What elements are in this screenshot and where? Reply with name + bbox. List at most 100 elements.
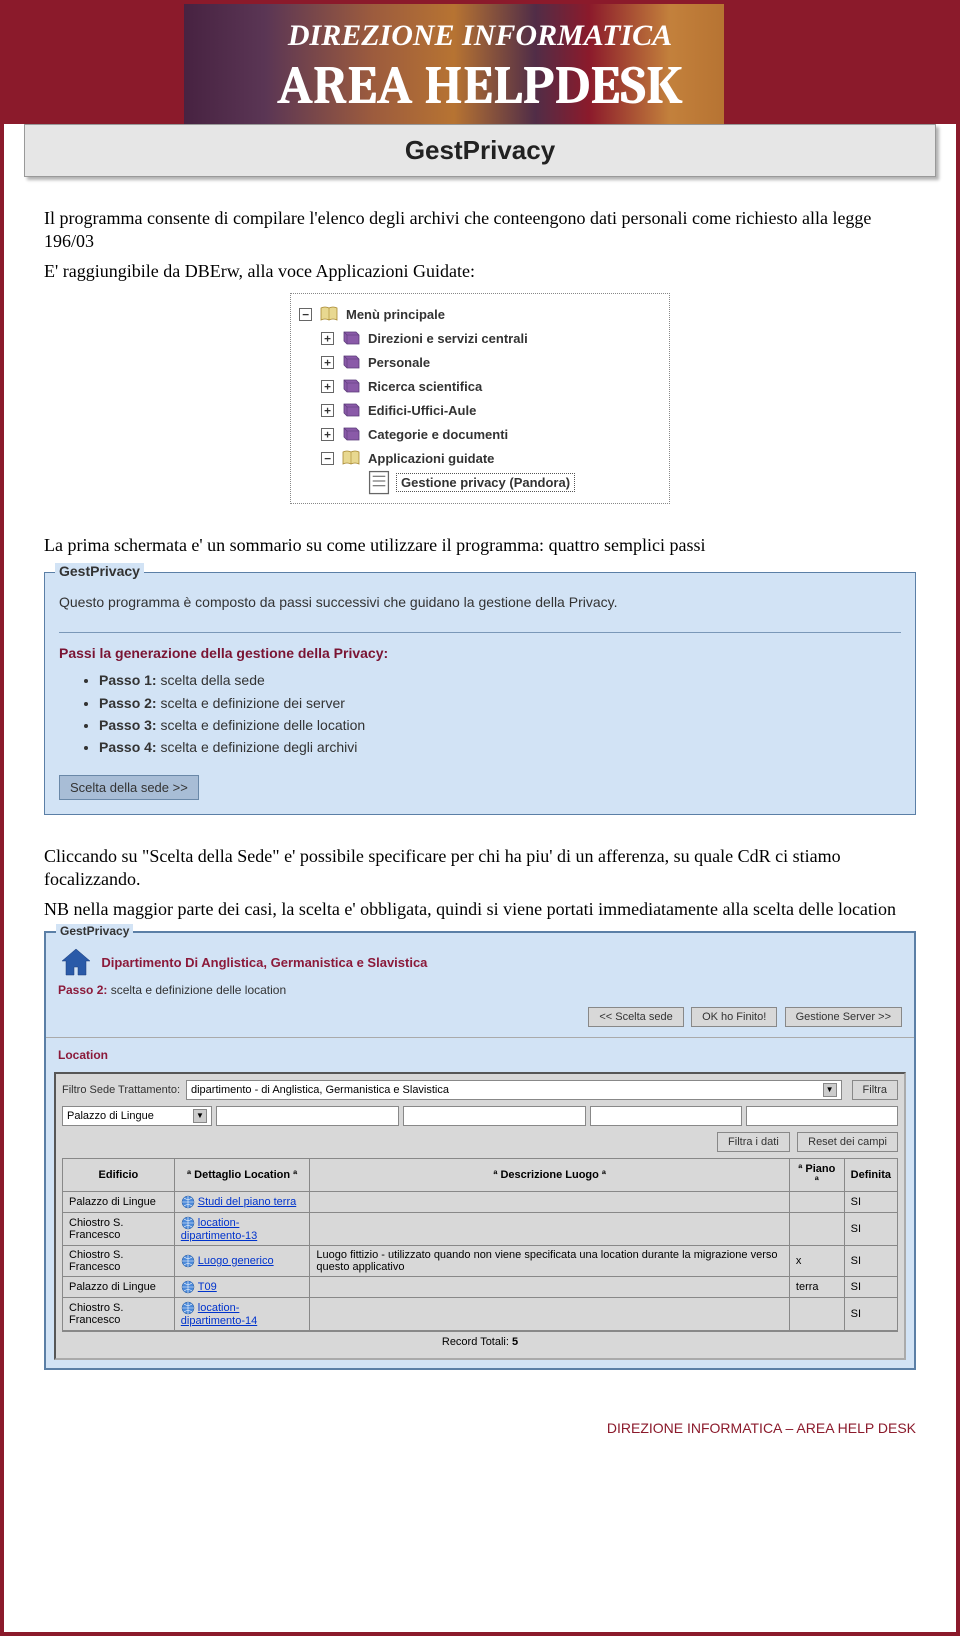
record-totali: Record Totali: 5	[62, 1331, 898, 1352]
step-text: scelta della sede	[157, 672, 265, 688]
tree-item-label: Categorie e documenti	[368, 427, 508, 442]
cell-definita: SI	[844, 1245, 897, 1276]
cell-edificio: Palazzo di Lingue	[63, 1276, 175, 1297]
step-item: Passo 1: scelta della sede	[99, 669, 901, 691]
filter-input-2[interactable]	[403, 1106, 586, 1126]
table-header[interactable]: ª Piano ª	[789, 1158, 844, 1191]
tree-item[interactable]: + Categorie e documenti	[321, 422, 661, 446]
tree-item-label: Personale	[368, 355, 430, 370]
expand-icon[interactable]: +	[321, 404, 334, 417]
intro-p1: Il programma consente di compilare l'ele…	[44, 207, 916, 254]
filter-input-4[interactable]	[746, 1106, 898, 1126]
table-header[interactable]: ª Descrizione Luogo ª	[310, 1158, 790, 1191]
banner-line1: DIREZIONE INFORMATICA	[4, 19, 956, 53]
filter-edificio-value: Palazzo di Lingue	[67, 1110, 154, 1122]
step-item: Passo 2: scelta e definizione dei server	[99, 692, 901, 714]
chevron-down-icon: ▼	[193, 1109, 207, 1123]
home-icon	[58, 945, 94, 981]
para2-p1: Cliccando su "Scelta della Sede" e' poss…	[44, 845, 916, 892]
filter-input-1[interactable]	[216, 1106, 399, 1126]
tree-item[interactable]: + Edifici-Uffici-Aule	[321, 398, 661, 422]
table-row: Chiostro S. FrancescoLuogo genericoLuogo…	[63, 1245, 898, 1276]
record-label: Record Totali:	[442, 1336, 509, 1348]
step-item: Passo 4: scelta e definizione degli arch…	[99, 736, 901, 758]
tree-item-label: Menù principale	[346, 307, 445, 322]
table-header[interactable]: ª Dettaglio Location ª	[174, 1158, 310, 1191]
page-container: DIREZIONE INFORMATICA AREA HELPDESK Gest…	[0, 0, 960, 1636]
globe-icon	[181, 1280, 195, 1294]
content-area: Il programma consente di compilare l'ele…	[4, 177, 956, 1400]
table-header[interactable]: Edificio	[63, 1158, 175, 1191]
collapse-icon[interactable]: −	[321, 452, 334, 465]
location-section-label: Location	[46, 1037, 914, 1068]
expand-icon[interactable]: +	[321, 428, 334, 441]
cell-piano: terra	[789, 1276, 844, 1297]
banner: DIREZIONE INFORMATICA AREA HELPDESK	[4, 4, 956, 124]
filtra-dati-button[interactable]: Filtra i dati	[717, 1132, 790, 1152]
step-bold: Passo 1:	[99, 672, 157, 688]
cell-descrizione	[310, 1191, 790, 1212]
gp-divider	[59, 632, 901, 633]
step-text: scelta e definizione dei server	[157, 695, 345, 711]
tree-item[interactable]: +Direzioni e servizi centrali	[321, 326, 661, 350]
intro-p2: E' raggiungibile da DBErw, alla voce App…	[44, 260, 916, 283]
tree-item[interactable]: Gestione privacy (Pandora)	[349, 470, 661, 495]
table-row: Chiostro S. Francescolocation-dipartimen…	[63, 1297, 898, 1330]
cell-dettaglio: location-dipartimento-13	[174, 1212, 310, 1245]
gestprivacy-intro-panel: GestPrivacy Questo programma è composto …	[44, 572, 916, 815]
tree-item[interactable]: − Menù principale	[299, 302, 661, 326]
filter-sede-select[interactable]: dipartimento - di Anglistica, Germanisti…	[186, 1080, 842, 1100]
passo-bold: Passo 2:	[58, 983, 107, 997]
tree-item-label: Applicazioni guidate	[368, 451, 494, 466]
cell-descrizione	[310, 1297, 790, 1330]
passo-line: Passo 2: scelta e definizione delle loca…	[58, 983, 902, 997]
filter-input-3[interactable]	[590, 1106, 742, 1126]
globe-icon	[181, 1254, 195, 1268]
title-bar: GestPrivacy	[24, 124, 936, 177]
gp2-top-buttons: << Scelta sede OK ho Finito! Gestione Se…	[46, 1003, 914, 1037]
para2-p2: NB nella maggior parte dei casi, la scel…	[44, 898, 916, 921]
doc-icon	[368, 474, 390, 492]
step-bold: Passo 4:	[99, 739, 157, 755]
back-button[interactable]: << Scelta sede	[588, 1007, 683, 1027]
globe-icon	[181, 1216, 195, 1230]
book-open-icon	[318, 305, 340, 323]
filter-row-1: Filtro Sede Trattamento: dipartimento - …	[62, 1080, 898, 1100]
globe-icon	[181, 1195, 195, 1209]
expand-icon[interactable]: +	[321, 332, 334, 345]
cell-dettaglio: Studi del piano terra	[174, 1191, 310, 1212]
ok-button[interactable]: OK ho Finito!	[691, 1007, 777, 1027]
cell-definita: SI	[844, 1212, 897, 1245]
tree-item-label: Edifici-Uffici-Aule	[368, 403, 476, 418]
globe-icon	[181, 1301, 195, 1315]
table-row: Palazzo di LingueT09terraSI	[63, 1276, 898, 1297]
cell-descrizione: Luogo fittizio - utilizzato quando non v…	[310, 1245, 790, 1276]
tree-item[interactable]: + Ricerca scientifica	[321, 374, 661, 398]
mid-text: La prima schermata e' un sommario su com…	[44, 534, 916, 557]
reset-campi-button[interactable]: Reset dei campi	[797, 1132, 898, 1152]
expand-icon[interactable]: +	[321, 356, 334, 369]
location-link[interactable]: Studi del piano terra	[198, 1196, 296, 1208]
tree-item[interactable]: + Personale	[321, 350, 661, 374]
filter-row-2: Palazzo di Lingue ▼	[62, 1106, 898, 1126]
table-header[interactable]: Definita	[844, 1158, 897, 1191]
gp-steps-list: Passo 1: scelta della sedePasso 2: scelt…	[99, 669, 901, 759]
scelta-sede-button[interactable]: Scelta della sede >>	[59, 775, 199, 800]
filter-row-3: Filtra i dati Reset dei campi	[62, 1132, 898, 1152]
filter-sede-value: dipartimento - di Anglistica, Germanisti…	[191, 1084, 449, 1096]
cell-descrizione	[310, 1276, 790, 1297]
tree-item-label: Ricerca scientifica	[368, 379, 482, 394]
cell-edificio: Palazzo di Lingue	[63, 1191, 175, 1212]
next-button[interactable]: Gestione Server >>	[785, 1007, 902, 1027]
filtra-button[interactable]: Filtra	[852, 1080, 898, 1100]
tree-item[interactable]: − Applicazioni guidate	[321, 446, 661, 470]
location-table: Edificioª Dettaglio Location ªª Descrizi…	[62, 1158, 898, 1331]
location-link[interactable]: T09	[198, 1281, 217, 1293]
expand-icon[interactable]: +	[321, 380, 334, 393]
record-count: 5	[512, 1336, 518, 1348]
collapse-icon[interactable]: −	[299, 308, 312, 321]
table-row: Palazzo di LingueStudi del piano terraSI	[63, 1191, 898, 1212]
location-link[interactable]: Luogo generico	[198, 1255, 274, 1267]
cell-edificio: Chiostro S. Francesco	[63, 1212, 175, 1245]
filter-edificio-select[interactable]: Palazzo di Lingue ▼	[62, 1106, 212, 1126]
